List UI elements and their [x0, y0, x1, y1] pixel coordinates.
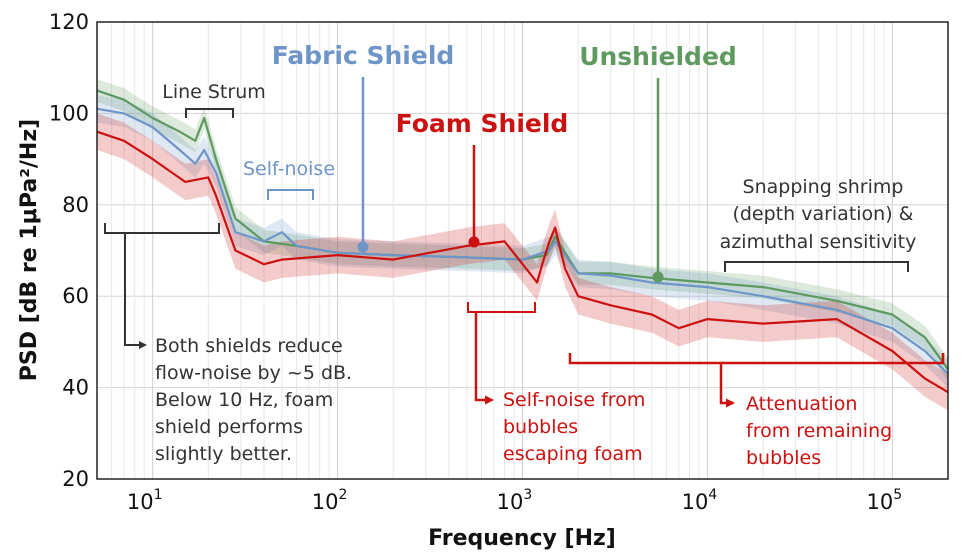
bubbles-bracket [467, 302, 536, 313]
self-noise-annotation: Self-noise [243, 158, 335, 200]
y-tick-label: 100 [49, 101, 89, 125]
line-strum-label: Line Strum [162, 81, 266, 103]
shrimp-bracket [724, 261, 909, 272]
attenuation-line-3: bubbles [746, 447, 821, 469]
self-noise-bracket [267, 189, 314, 200]
fabric-shield-marker [357, 241, 369, 253]
attenuation-annotation: Attenuation from remaining bubbles [568, 353, 945, 469]
line-strum-bracket [185, 108, 234, 118]
y-tick-label: 40 [62, 376, 89, 400]
unshielded-label: Unshielded [579, 42, 737, 71]
flow-noise-line-4: shield performs [155, 416, 303, 438]
x-tick-label: 102 [312, 487, 348, 514]
foam-shield-annotation: Foam Shield [396, 109, 569, 248]
x-tick-exponent: 1 [154, 487, 163, 503]
bubbles-line-3: escaping foam [503, 443, 643, 465]
x-tick-exponent: 4 [708, 487, 717, 503]
y-tick-label: 120 [49, 10, 89, 34]
attenuation-line-2: from remaining [746, 420, 892, 442]
flow-noise-bracket [104, 223, 220, 234]
shrimp-annotation: Snapping shrimp (depth variation) & azim… [720, 176, 920, 272]
bubbles-annotation: Self-noise from bubbles escaping foam [467, 302, 651, 465]
bubbles-arrow [474, 312, 494, 405]
foam-shield-band [97, 113, 948, 411]
fabric-shield-label: Fabric Shield [272, 41, 455, 70]
flow-noise-line-1: Both shields reduce [155, 335, 343, 357]
flow-noise-arrow [124, 233, 147, 349]
plot-frame [96, 21, 949, 480]
x-tick-exponent: 5 [893, 487, 902, 503]
flow-noise-line-2: flow-noise by ~5 dB. [155, 362, 352, 384]
unshielded-annotation: Unshielded [579, 42, 737, 283]
x-tick-label: 103 [497, 487, 533, 514]
fabric-shield-line [97, 107, 948, 375]
foam-shield-marker [468, 236, 480, 248]
y-tick-label: 80 [62, 193, 89, 217]
shrimp-line-3: azimuthal sensitivity [720, 231, 917, 253]
flow-noise-annotation: Both shields reduce flow-noise by ~5 dB.… [104, 223, 358, 465]
y-tick-label: 60 [62, 284, 89, 308]
attenuation-bracket [568, 353, 945, 365]
y-tick-label: 20 [62, 467, 89, 491]
x-tick-labels: 101 102 103 104 105 [127, 487, 902, 514]
flow-noise-note: Both shields reduce flow-noise by ~5 dB.… [155, 335, 358, 465]
bubbles-line-1: Self-noise from [503, 389, 645, 411]
y-tick-labels: 20 40 60 80 100 120 [49, 10, 89, 491]
bubbles-line-2: bubbles [503, 416, 578, 438]
series-lines [97, 89, 948, 394]
shrimp-line-1: Snapping shrimp [743, 176, 904, 198]
unshielded-marker [652, 271, 664, 283]
x-tick-label: 101 [127, 487, 163, 514]
flow-noise-line-5: slightly better. [155, 443, 292, 465]
fabric-shield-annotation: Fabric Shield [272, 41, 455, 253]
attenuation-line-1: Attenuation [746, 393, 857, 415]
foam-shield-line [97, 130, 948, 394]
flow-noise-line-3: Below 10 Hz, foam [155, 389, 333, 411]
attenuation-note: Attenuation from remaining bubbles [746, 393, 898, 469]
bubbles-note: Self-noise from bubbles escaping foam [503, 389, 651, 465]
shrimp-note: Snapping shrimp (depth variation) & azim… [720, 176, 920, 253]
x-tick-exponent: 2 [338, 487, 347, 503]
shrimp-line-2: (depth variation) & [732, 203, 913, 225]
line-strum-annotation: Line Strum [162, 81, 266, 118]
x-axis-title: Frequency [Hz] [428, 526, 616, 551]
y-axis-title: PSD [dB re 1μPa²/Hz] [17, 119, 42, 381]
x-tick-label: 105 [867, 487, 903, 514]
attenuation-arrow [719, 363, 735, 408]
x-tick-exponent: 3 [523, 487, 532, 503]
self-noise-label: Self-noise [243, 158, 335, 180]
foam-shield-label: Foam Shield [396, 109, 569, 138]
x-tick-label: 104 [682, 487, 718, 514]
